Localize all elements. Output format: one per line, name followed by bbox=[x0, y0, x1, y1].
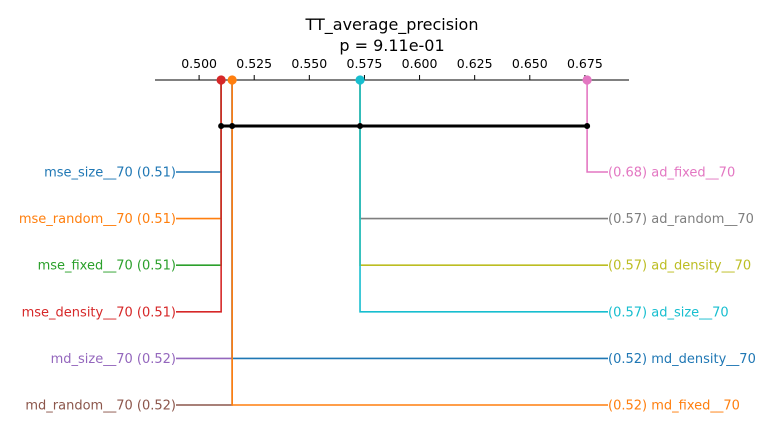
clique-node bbox=[584, 123, 591, 129]
right-entry-label: (0.57) ad_density__70 bbox=[608, 259, 751, 274]
tick-label: 0.675 bbox=[567, 56, 603, 71]
clique-node bbox=[357, 123, 364, 129]
left-entry-label: md_random__70 (0.52) bbox=[25, 399, 176, 414]
tick-label: 0.500 bbox=[181, 56, 217, 71]
axis-marker bbox=[227, 75, 237, 85]
right-entry-label: (0.57) ad_size__70 bbox=[608, 305, 729, 320]
axis-marker bbox=[582, 75, 592, 85]
axis-markers bbox=[216, 75, 592, 85]
chart-title: TT_average_precision bbox=[305, 15, 479, 35]
tick-label: 0.600 bbox=[402, 56, 438, 71]
axis-marker bbox=[355, 75, 365, 85]
left-entry-label: mse_random__70 (0.51) bbox=[19, 212, 176, 227]
connector-line bbox=[359, 80, 608, 220]
left-entry-label: mse_fixed__70 (0.51) bbox=[38, 259, 176, 274]
connector-line bbox=[359, 80, 608, 267]
right-entry-label: (0.52) md_fixed__70 bbox=[608, 399, 740, 414]
clique-node bbox=[229, 123, 236, 129]
left-entry-label: mse_density__70 (0.51) bbox=[22, 305, 176, 320]
connector-line bbox=[176, 80, 233, 406]
connector-line bbox=[231, 80, 608, 406]
right-entry-label: (0.57) ad_random__70 bbox=[608, 212, 754, 227]
left-entry-label: md_size__70 (0.52) bbox=[51, 352, 176, 367]
tick-label: 0.650 bbox=[512, 56, 548, 71]
right-entry-label: (0.52) md_density__70 bbox=[608, 352, 756, 367]
tick-label: 0.550 bbox=[291, 56, 327, 71]
chart-subtitle: p = 9.11e-01 bbox=[339, 36, 444, 55]
connector-line bbox=[176, 80, 222, 313]
clique-bars bbox=[218, 123, 591, 129]
connector-lines bbox=[176, 80, 608, 406]
connector-line bbox=[176, 80, 222, 220]
left-entry-label: mse_size__70 (0.51) bbox=[44, 166, 176, 181]
axis-ticks: 0.500 0.525 0.550 0.575 0.600 0.625 0.650 0.675 bbox=[181, 56, 603, 80]
entry-labels: mse_size__70 (0.51) mse_random__70 (0.51)… bbox=[19, 166, 756, 414]
tick-label: 0.625 bbox=[457, 56, 493, 71]
right-entry-label: (0.68) ad_fixed__70 bbox=[608, 166, 735, 181]
connector-line bbox=[586, 80, 608, 173]
tick-label: 0.525 bbox=[236, 56, 272, 71]
connector-line bbox=[359, 80, 608, 313]
axis-marker bbox=[216, 75, 226, 85]
connector-line bbox=[176, 80, 222, 173]
tick-label: 0.575 bbox=[347, 56, 383, 71]
clique-node bbox=[218, 123, 225, 129]
